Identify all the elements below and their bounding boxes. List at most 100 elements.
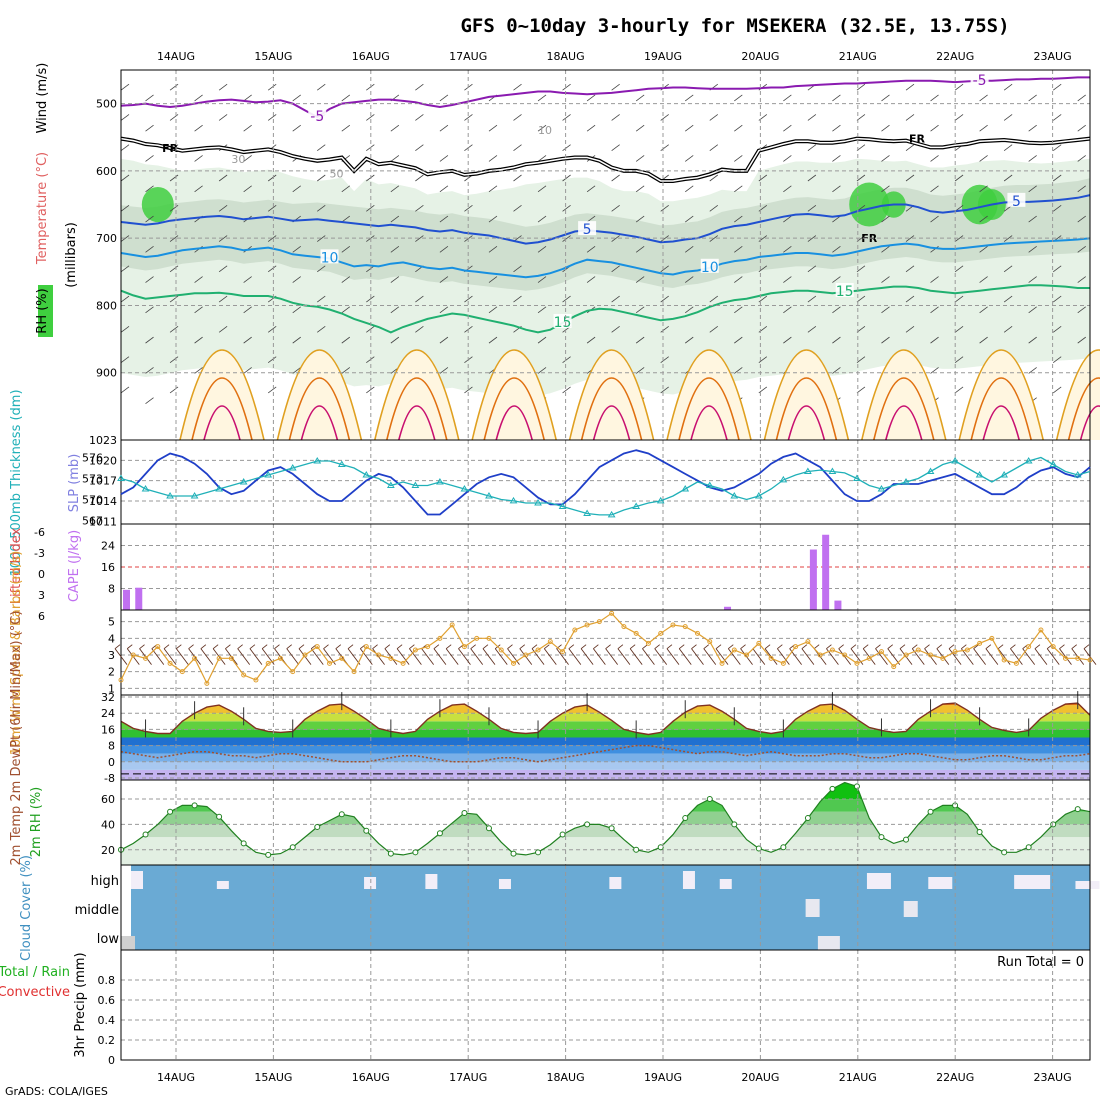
- top-date-label: 20AUG: [741, 50, 779, 63]
- wind-barb-flag: [777, 644, 783, 650]
- surface-temp-contour: [495, 405, 533, 441]
- wind-barb: [347, 648, 361, 665]
- wind-speed-marker: [645, 640, 651, 646]
- bottom-date-label: 21AUG: [839, 1071, 877, 1084]
- wind-barb: [1052, 295, 1062, 303]
- wind-barb: [807, 114, 817, 121]
- wind-barb: [120, 295, 130, 303]
- wind-barb: [881, 155, 890, 162]
- rh-marker: [412, 849, 419, 856]
- label-backing: [970, 71, 989, 86]
- thickness-marker: [386, 481, 395, 488]
- wind-barb: [783, 276, 792, 283]
- wind-barb: [488, 124, 498, 132]
- wind-speed-marker: [486, 635, 492, 641]
- wind-barb: [783, 124, 792, 132]
- wind-barb: [635, 367, 645, 374]
- wind-barb: [881, 306, 890, 314]
- surface-temp-contour: [982, 405, 1020, 441]
- wind-barb: [470, 648, 484, 665]
- thickness-marker: [951, 457, 959, 464]
- wind-barb: [1052, 386, 1062, 394]
- wind-barb: [145, 397, 154, 404]
- wind-barb: [390, 185, 400, 193]
- wind-barb: [1028, 94, 1037, 102]
- slp-tick-label: 1014: [89, 495, 117, 508]
- thickness-marker: [264, 471, 273, 478]
- wind-barb: [1077, 245, 1086, 253]
- wind-barb: [734, 367, 743, 374]
- bottom-date-label: 22AUG: [936, 1071, 974, 1084]
- rh-marker: [240, 840, 247, 847]
- wind-speed-marker: [253, 677, 259, 683]
- bottom-date-label: 19AUG: [644, 1071, 682, 1084]
- wind-speed-marker: [694, 630, 700, 636]
- thickness-marker: [828, 467, 837, 474]
- label-backing: [835, 283, 854, 297]
- wind-barb-flag: [445, 644, 452, 650]
- wind-barb: [611, 326, 620, 333]
- wind-barb-flag: [188, 644, 194, 650]
- wind-barb-flag: [409, 644, 415, 650]
- high-cloud-patch: [609, 877, 622, 889]
- bottom-date-label: 18AUG: [547, 1071, 585, 1084]
- wind-barb: [856, 174, 866, 182]
- wind-barb: [660, 326, 669, 333]
- wind-speed-marker: [400, 660, 406, 666]
- wind-barb-flag: [666, 644, 673, 650]
- wind-barb-flag: [1034, 644, 1041, 650]
- wind-barb: [562, 174, 571, 182]
- wind-barb-flag: [347, 644, 354, 650]
- rh-marker: [755, 845, 762, 852]
- wind-barb: [1077, 124, 1086, 132]
- rh-marker: [461, 809, 468, 816]
- wind-speed-marker: [866, 655, 872, 661]
- thickness-marker: [1049, 460, 1058, 467]
- wind-barb: [341, 367, 351, 374]
- wind-barb: [660, 295, 669, 303]
- wind-barb-flag: [372, 644, 378, 650]
- wind-barb: [464, 295, 473, 303]
- surface-temp-contour: [288, 377, 351, 441]
- wind-speed-marker: [915, 647, 921, 653]
- wind-barb-flag: [826, 644, 832, 650]
- wind-barb: [169, 295, 179, 303]
- wind-barb: [415, 83, 424, 91]
- wind-speed-marker: [241, 672, 247, 678]
- wind-barb: [1003, 174, 1013, 182]
- wind-barb: [1003, 114, 1013, 121]
- wind-barb: [715, 648, 729, 665]
- precip-tick-label: 0.4: [98, 1014, 116, 1027]
- wind-speed-marker: [535, 647, 541, 653]
- wind-barb: [709, 326, 718, 333]
- cloud-layer-label: middle: [75, 903, 119, 918]
- wind-barb: [439, 94, 449, 102]
- wind-barb: [1003, 295, 1013, 303]
- wind-barb: [684, 124, 694, 132]
- wind-barb: [488, 276, 498, 283]
- wind-speed-marker: [768, 655, 774, 661]
- wind-barb: [292, 245, 301, 253]
- wind-barb: [783, 336, 792, 344]
- bottom-date-axis: 14AUG 15AUG 16AUG 17AUG 18AUG 19AUG 20AUG 21AUG…: [157, 1071, 1072, 1084]
- wind-barb-flag: [1083, 644, 1090, 650]
- thickness-marker: [583, 509, 591, 516]
- high-cloud-patch: [216, 881, 229, 889]
- wind-barb: [537, 276, 547, 283]
- wind-speed-marker: [143, 655, 149, 661]
- thickness-marker: [288, 464, 297, 471]
- wind-barb: [120, 144, 130, 152]
- high-cloud-patch: [131, 871, 143, 889]
- wind-speed-marker: [118, 677, 124, 683]
- precip-tick-label: 0.8: [98, 974, 116, 987]
- wind-barb-flag: [605, 644, 611, 650]
- temp-tick-label: 16: [101, 723, 115, 736]
- wind-speed-marker: [903, 652, 909, 658]
- wind-barb: [537, 336, 547, 344]
- wind-barb: [488, 155, 498, 162]
- wind-barb: [317, 83, 326, 91]
- cape-tick-label: 16: [101, 561, 115, 574]
- cape-tick-label: 24: [101, 540, 115, 553]
- wind-barb: [341, 94, 351, 102]
- label-backing: [553, 313, 572, 328]
